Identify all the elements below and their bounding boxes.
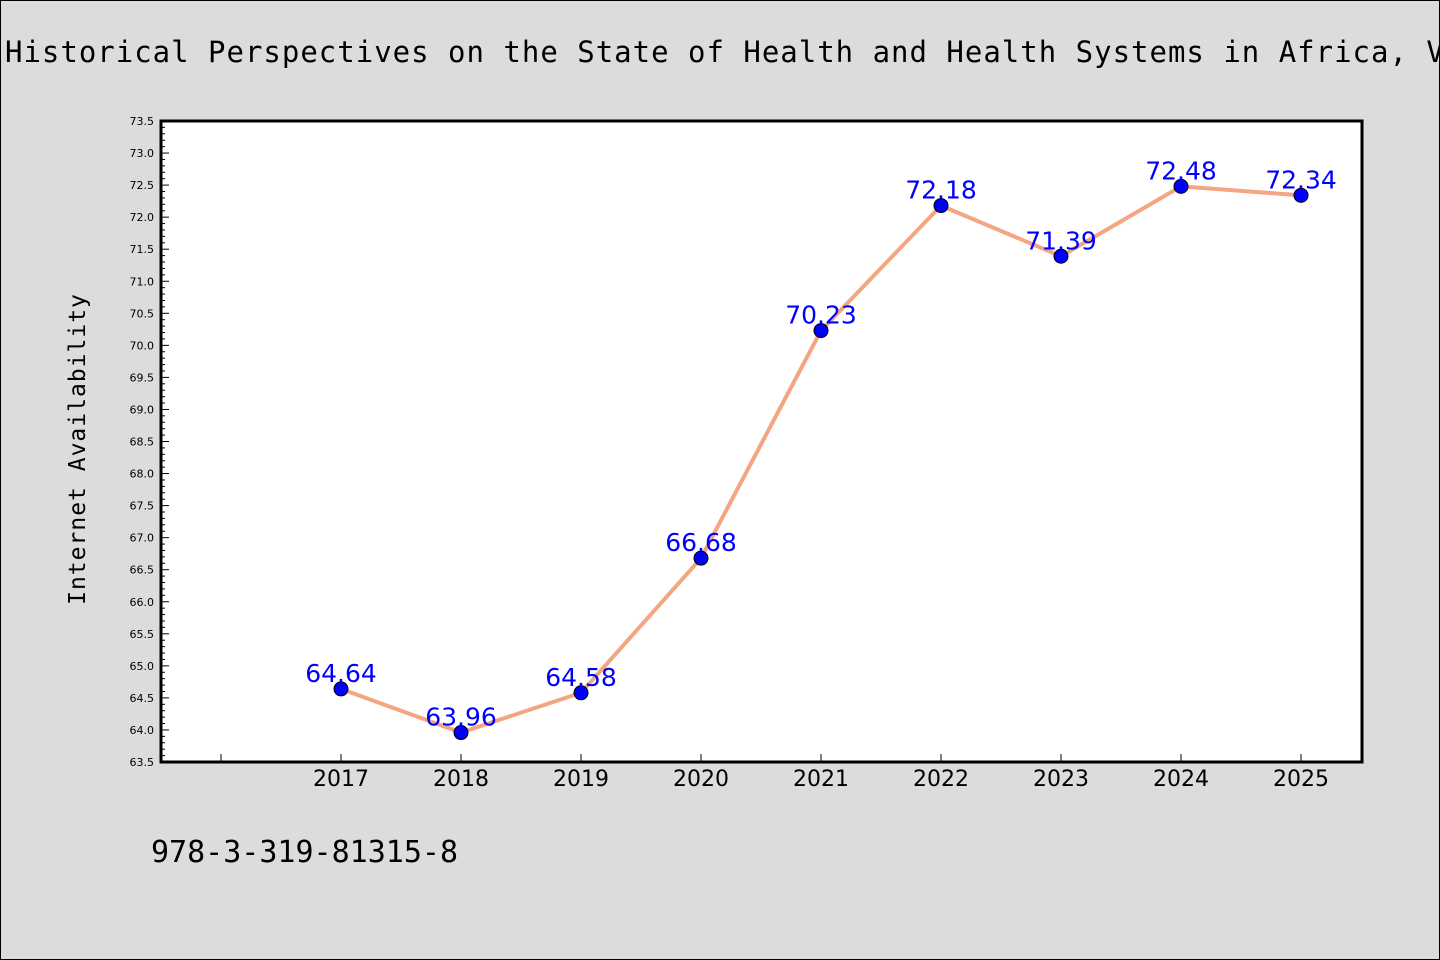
x-tick-label: 2018 <box>433 767 489 792</box>
y-tick-label: 72.5 <box>130 179 155 192</box>
y-tick-label: 65.0 <box>130 660 155 673</box>
data-point <box>1293 187 1309 203</box>
data-label: 64.58 <box>545 663 617 692</box>
y-axis: 63.5 64.0 64.5 65.0 65.5 66.0 66.5 67.0 67.5 68.0… <box>130 115 169 769</box>
y-axis-title: Internet Availability <box>65 293 91 605</box>
y-tick-label: 73.0 <box>130 147 155 160</box>
y-tick-label: 66.5 <box>130 564 155 577</box>
isbn-text: 978-3-319-81315-8 <box>151 835 459 870</box>
data-label: 72.34 <box>1265 165 1337 194</box>
y-tick-label: 67.5 <box>130 500 155 513</box>
y-tick-label: 65.5 <box>130 628 155 641</box>
y-tick-label: 64.5 <box>130 692 155 705</box>
y-tick-label: 64.0 <box>130 724 155 737</box>
y-tick-label: 63.5 <box>130 756 155 769</box>
y-tick-label: 70.5 <box>130 307 155 320</box>
y-tick-label: 68.0 <box>130 468 155 481</box>
x-tick-label: 2025 <box>1273 767 1329 792</box>
data-point <box>693 550 709 566</box>
data-label: 72.48 <box>1145 156 1217 185</box>
x-tick-label: 2021 <box>793 767 849 792</box>
data-point <box>573 685 589 701</box>
x-tick-label: 2020 <box>673 767 729 792</box>
y-tick-label: 72.0 <box>130 211 155 224</box>
x-axis: 2017 2018 2019 2020 2021 2022 2023 2024 2025 <box>220 754 1329 792</box>
y-tick-label: 71.5 <box>130 243 155 256</box>
x-tick-label: 2022 <box>913 767 969 792</box>
data-label: 72.18 <box>905 176 977 205</box>
y-tick-label: 68.5 <box>130 436 155 449</box>
x-tick-label: 2023 <box>1033 767 1089 792</box>
x-tick-label: 2024 <box>1153 767 1209 792</box>
y-tick-label: 73.5 <box>130 115 155 128</box>
data-point <box>453 725 469 741</box>
x-tick-label: 2017 <box>313 767 369 792</box>
data-label: 64.64 <box>305 659 377 688</box>
y-tick-label: 67.0 <box>130 532 155 545</box>
series-line <box>333 178 1309 741</box>
data-label: 70.23 <box>785 301 857 330</box>
y-tick-label: 70.0 <box>130 339 155 352</box>
y-tick-label: 69.5 <box>130 371 155 384</box>
data-labels: 64.64 63.96 64.58 66.68 70.23 72.18 71.39 72.48… <box>305 156 1337 731</box>
data-point <box>1173 178 1189 194</box>
y-tick-label: 71.0 <box>130 275 155 288</box>
data-point <box>333 681 349 697</box>
y-tick-label: 69.0 <box>130 403 155 416</box>
data-point <box>1053 248 1069 264</box>
data-label: 63.96 <box>425 703 497 732</box>
data-point <box>933 198 949 214</box>
data-label: 66.68 <box>665 528 737 557</box>
chart-title: Historical Perspectives on the State of … <box>5 35 1440 69</box>
x-tick-label: 2019 <box>553 767 609 792</box>
data-point <box>813 323 829 339</box>
data-label: 71.39 <box>1025 226 1097 255</box>
y-tick-label: 66.0 <box>130 596 155 609</box>
